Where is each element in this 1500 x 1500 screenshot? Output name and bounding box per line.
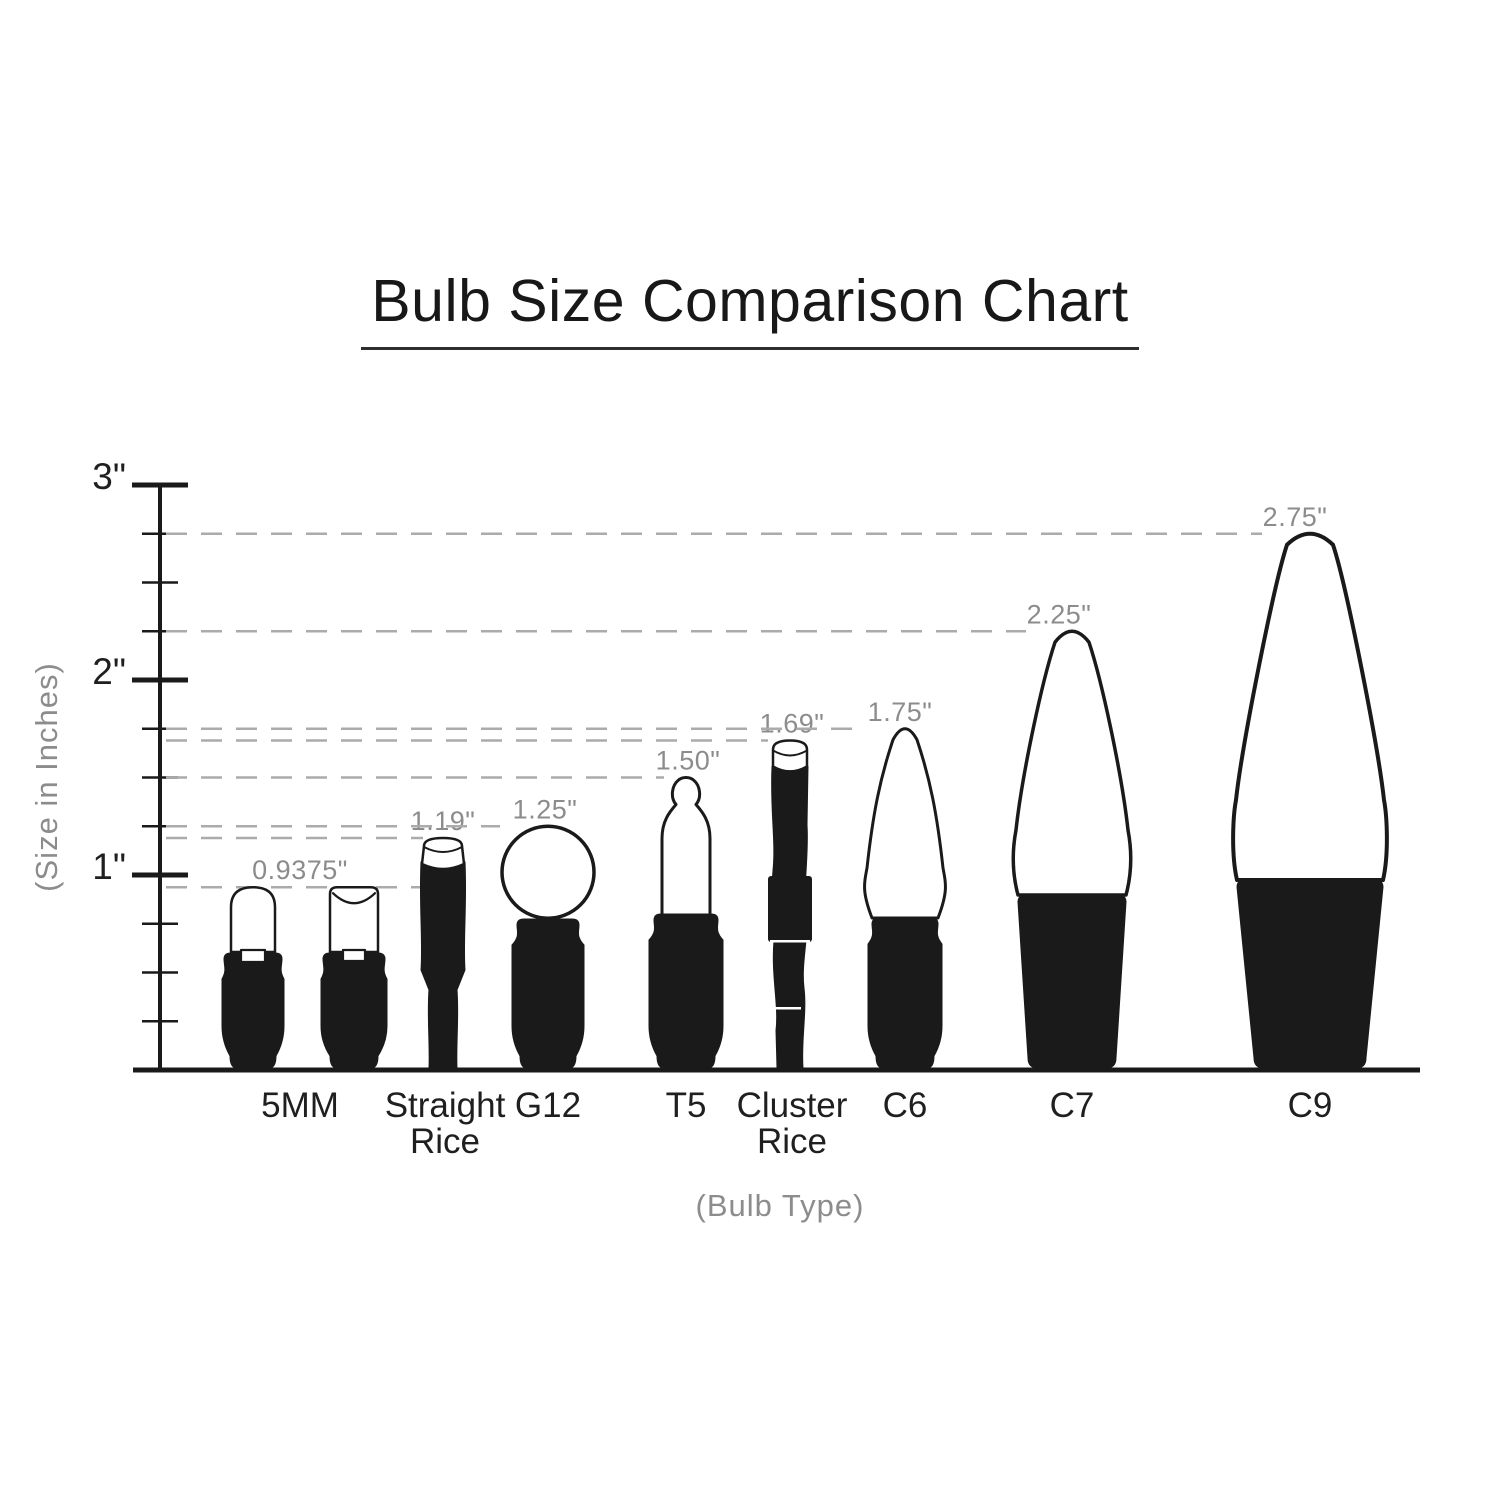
- value-label-c6: 1.75": [868, 697, 933, 727]
- bulb-rice-tip-rim: [423, 845, 463, 853]
- bulb-c9-glass: [1231, 531, 1389, 882]
- value-label-straight-rice: 1.19": [411, 806, 476, 836]
- bulb-5mm-wedge-glass: [328, 885, 380, 954]
- bulb-cluster-sleeve: [768, 876, 812, 942]
- y-axis-caption: (Size in Inches): [29, 662, 64, 892]
- category-label-c9: C9: [1288, 1086, 1333, 1125]
- bulb-5mm-wedge-base: [320, 952, 388, 1069]
- x-axis-caption: (Bulb Type): [696, 1188, 865, 1223]
- category-label-5mm: 5MM: [261, 1086, 339, 1125]
- value-label-t5: 1.50": [656, 746, 721, 776]
- bulb-5mm-dome-glass: [229, 885, 277, 954]
- category-label-g12: G12: [515, 1086, 581, 1125]
- bulb-t5-glass: [660, 776, 712, 918]
- bulb-cluster-joint: [771, 1007, 801, 1010]
- bulb-5mm-dome-base: [221, 952, 285, 1069]
- value-label-g12: 1.25": [513, 794, 578, 824]
- bulb-c6-glass: [863, 727, 947, 920]
- value-label-cluster-rice: 1.69": [760, 708, 825, 738]
- bulb-g12-base: [511, 918, 585, 1069]
- bulb-cluster-joint: [770, 940, 810, 943]
- value-label-c7: 2.25": [1027, 599, 1092, 629]
- bulb-5mm-wedge-facet: [331, 892, 377, 905]
- page-title: Bulb Size Comparison Chart: [0, 272, 1500, 350]
- category-label-cluster-rice: Cluster: [737, 1086, 848, 1125]
- bulb-c6-base: [867, 917, 943, 1069]
- bulb-c7-glass: [1011, 629, 1133, 897]
- value-label-c9: 2.75": [1263, 502, 1328, 532]
- category-label-straight-rice: Rice: [410, 1122, 480, 1161]
- bulb-rice-tube: [419, 861, 467, 1069]
- bulb-5mm-wedge-notch: [341, 948, 367, 963]
- y-tick-label-3in: 3": [92, 456, 126, 497]
- category-label-cluster-rice: Rice: [757, 1122, 827, 1161]
- bulb-g12-globe: [500, 824, 596, 920]
- bulb-t5-base: [648, 913, 724, 1069]
- y-tick-label-1in: 1": [92, 846, 126, 887]
- bulb-5mm-dome-notch: [239, 948, 267, 964]
- bulb-rice-tip: [420, 836, 466, 871]
- y-tick-label-2in: 2": [92, 651, 126, 692]
- value-label-5mm: 0.9375": [252, 855, 348, 885]
- bulb-cluster-tip-rim: [772, 749, 808, 757]
- bulb-c9-base: [1236, 879, 1384, 1069]
- category-label-t5: T5: [666, 1086, 707, 1125]
- category-label-c6: C6: [883, 1086, 928, 1125]
- bulb-c7-base: [1017, 894, 1127, 1069]
- category-label-straight-rice: Straight: [385, 1086, 506, 1125]
- chart-title: Bulb Size Comparison Chart: [361, 272, 1139, 350]
- category-label-c7: C7: [1050, 1086, 1095, 1125]
